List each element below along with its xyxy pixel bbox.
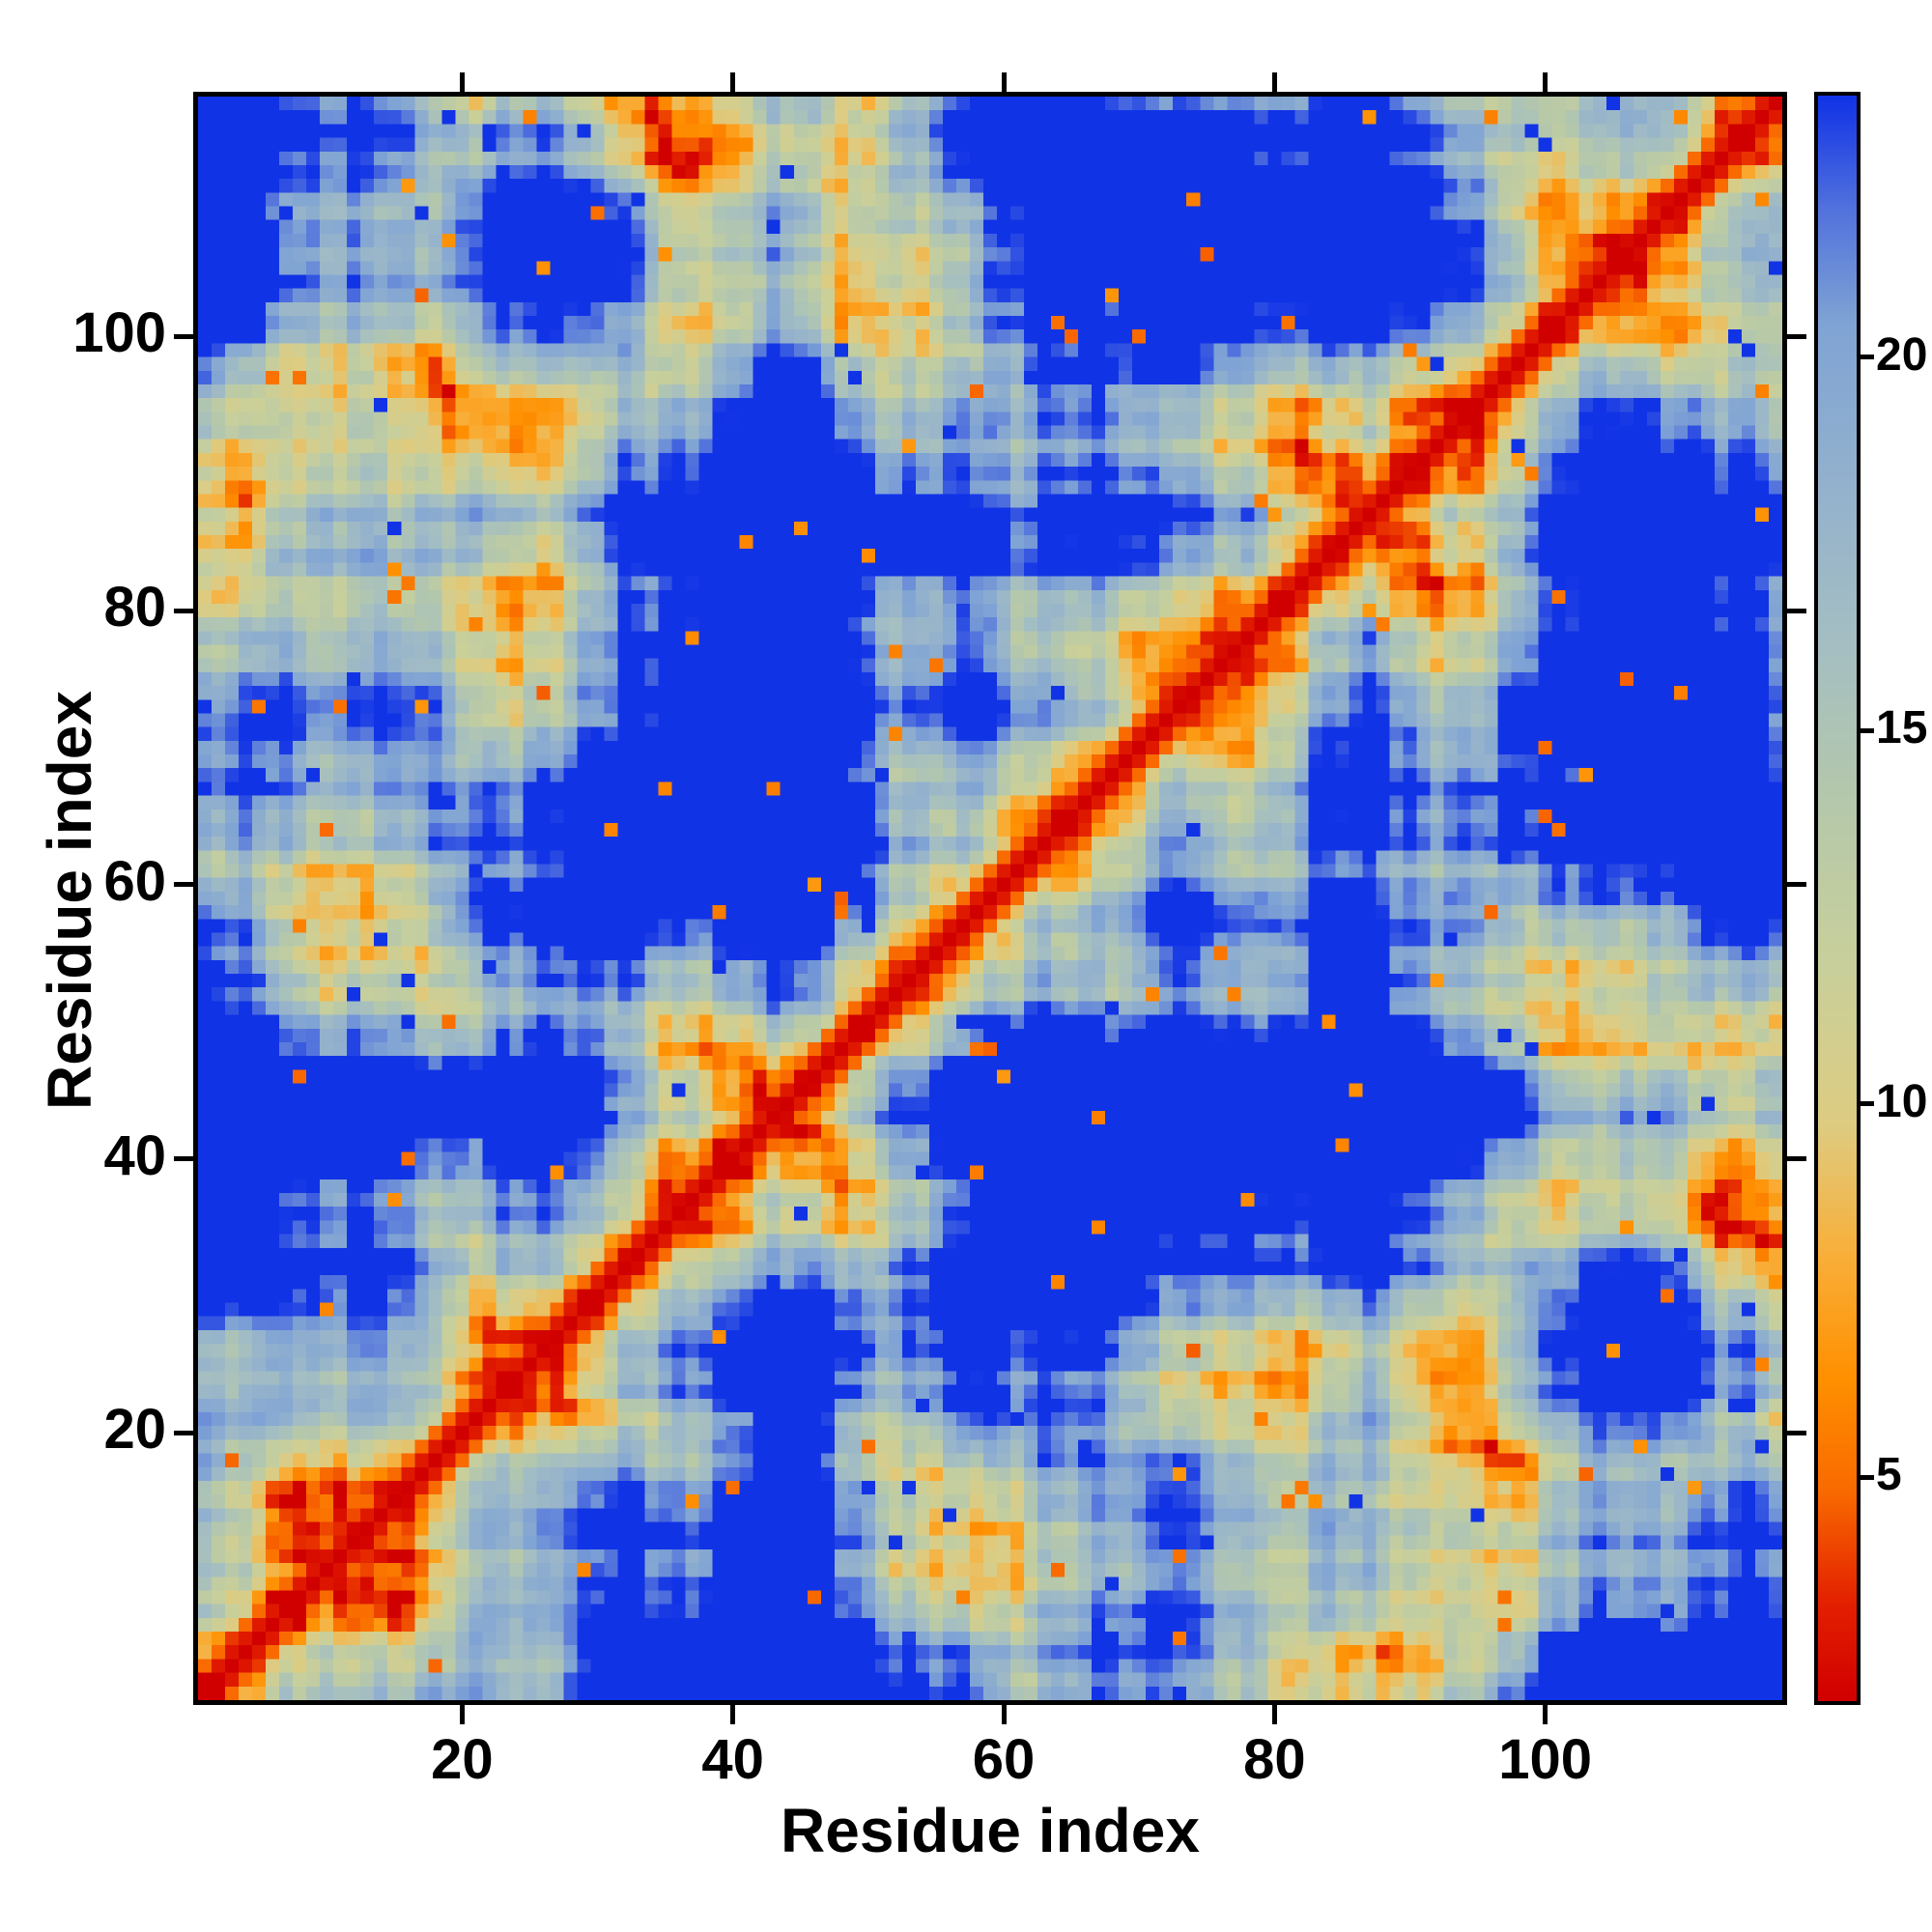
- heatmap-plot-frame: [193, 92, 1787, 1705]
- y-tick-mark-right: [1787, 608, 1806, 613]
- colorbar-frame: [1814, 92, 1861, 1705]
- heatmap-canvas: [198, 97, 1782, 1700]
- y-tick-label: 100: [72, 301, 166, 365]
- colorbar-tick-mark: [1861, 1101, 1874, 1107]
- y-tick-mark: [174, 882, 193, 888]
- x-tick-mark: [459, 1705, 465, 1724]
- x-tick-label: 60: [972, 1728, 1036, 1791]
- y-tick-label: 20: [103, 1398, 166, 1462]
- colorbar-canvas: [1818, 96, 1857, 1701]
- y-tick-mark-right: [1787, 1430, 1806, 1435]
- colorbar-tick-mark: [1861, 1474, 1874, 1480]
- x-tick-label: 40: [701, 1728, 764, 1791]
- y-tick-mark-right: [1787, 333, 1806, 339]
- x-axis-title: Residue index: [781, 1796, 1200, 1865]
- colorbar-tick-mark: [1861, 355, 1874, 360]
- colorbar-tick-label: 15: [1876, 702, 1928, 754]
- x-tick-mark-top: [1543, 72, 1548, 92]
- y-tick-mark-right: [1787, 882, 1806, 888]
- x-tick-mark: [1543, 1705, 1548, 1724]
- x-tick-mark-top: [730, 72, 736, 92]
- x-tick-mark: [730, 1705, 736, 1724]
- y-tick-label: 80: [103, 576, 166, 639]
- y-tick-label: 60: [103, 849, 166, 913]
- x-tick-label: 80: [1243, 1728, 1306, 1791]
- colorbar-tick-mark: [1861, 727, 1874, 733]
- y-tick-mark: [174, 1156, 193, 1162]
- x-tick-mark-top: [459, 72, 465, 92]
- y-tick-label: 40: [103, 1123, 166, 1187]
- y-tick-mark: [174, 1430, 193, 1435]
- x-tick-label: 100: [1498, 1728, 1593, 1791]
- y-tick-mark-right: [1787, 1156, 1806, 1162]
- x-tick-label: 20: [431, 1728, 494, 1791]
- x-tick-mark-top: [1001, 72, 1007, 92]
- x-tick-mark: [1271, 1705, 1277, 1724]
- y-axis-title: Residue index: [35, 691, 104, 1110]
- colorbar-tick-label: 20: [1876, 328, 1928, 381]
- y-tick-mark: [174, 608, 193, 613]
- x-tick-mark: [1001, 1705, 1007, 1724]
- colorbar-tick-label: 5: [1876, 1449, 1902, 1501]
- y-tick-mark: [174, 333, 193, 339]
- x-tick-mark-top: [1271, 72, 1277, 92]
- colorbar-tick-label: 10: [1876, 1075, 1928, 1127]
